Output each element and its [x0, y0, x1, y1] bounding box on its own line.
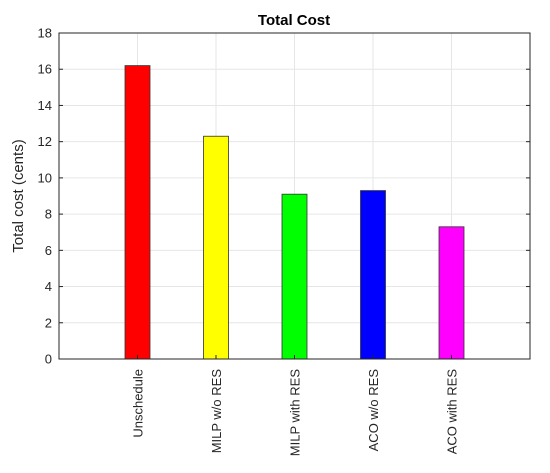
y-axis-label: Total cost (cents) [10, 139, 27, 252]
chart-title: Total Cost [258, 12, 330, 29]
bar [124, 65, 151, 360]
y-tick-label: 14 [38, 98, 52, 113]
x-tick-label: ACO with RES [445, 369, 460, 455]
y-tick-label: 18 [38, 26, 52, 41]
x-axis: Unschedule MILP w/o RES MILP with RES ACO w… [131, 355, 460, 456]
bar [281, 193, 308, 360]
bar [203, 135, 229, 360]
bar [438, 226, 465, 360]
y-tick-label: 4 [45, 279, 52, 294]
y-tick-label: 16 [38, 62, 52, 77]
x-tick-label: ACO w/o RES [366, 369, 381, 452]
bar [360, 190, 386, 360]
y-axis: 0 2 4 6 8 10 12 14 16 18 [38, 26, 530, 367]
y-tick-label: 8 [45, 207, 52, 222]
x-tick-label: Unschedule [131, 369, 146, 438]
x-tick-label: MILP with RES [288, 369, 303, 457]
y-tick-label: 0 [45, 352, 52, 367]
y-tick-label: 6 [45, 243, 52, 258]
x-tick-label: MILP w/o RES [209, 369, 224, 454]
y-tick-label: 10 [38, 170, 52, 185]
y-tick-label: 2 [45, 315, 52, 330]
y-tick-label: 12 [38, 134, 52, 149]
bars [124, 65, 465, 360]
